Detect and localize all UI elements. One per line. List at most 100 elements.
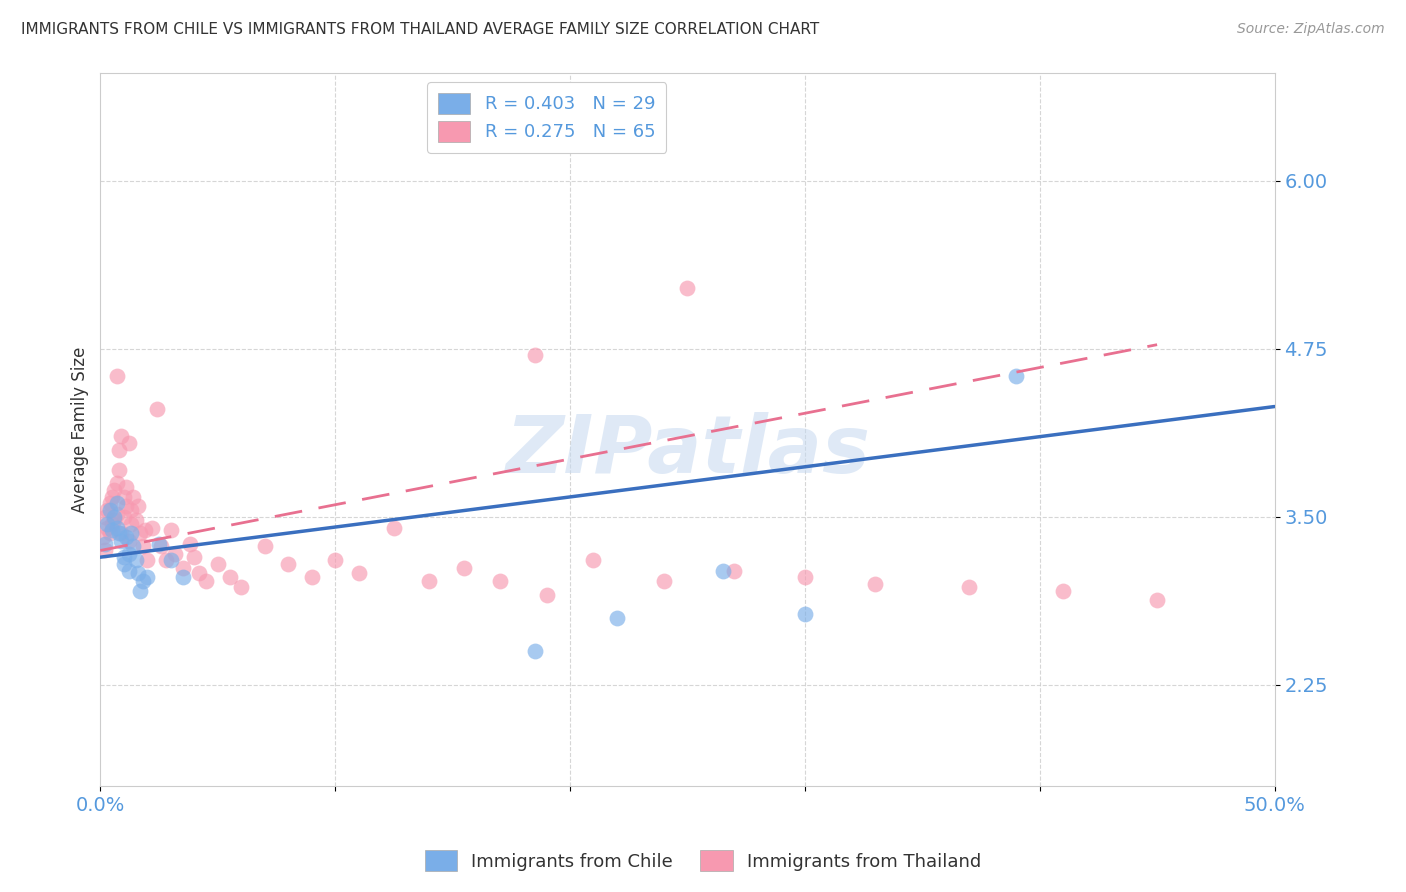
Point [231, 580, 253, 594]
Point [91, 530, 114, 544]
Point [98, 496, 121, 510]
Point [98, 503, 121, 517]
Point [582, 553, 605, 567]
Point [141, 520, 163, 534]
Point [136, 570, 159, 584]
Legend: Immigrants from Chile, Immigrants from Thailand: Immigrants from Chile, Immigrants from T… [418, 843, 988, 879]
Point [488, 574, 510, 589]
Point [105, 368, 128, 383]
Y-axis label: Average Family Size: Average Family Size [72, 346, 89, 513]
Point [195, 574, 218, 589]
Point [523, 348, 546, 362]
Point [957, 580, 980, 594]
Point [523, 644, 546, 658]
Point [207, 557, 229, 571]
Point [96, 516, 118, 531]
Point [108, 526, 131, 541]
Point [652, 574, 675, 589]
Point [159, 523, 181, 537]
Point [793, 607, 815, 621]
Point [110, 526, 132, 541]
Point [94, 509, 117, 524]
Point [120, 526, 142, 541]
Point [120, 516, 142, 531]
Point [129, 526, 152, 541]
Point [101, 523, 124, 537]
Point [112, 550, 135, 565]
Point [1052, 583, 1074, 598]
Point [94, 537, 117, 551]
Point [131, 540, 153, 554]
Point [183, 550, 205, 565]
Point [108, 442, 131, 457]
Point [676, 281, 699, 295]
Point [117, 534, 139, 549]
Point [1146, 593, 1168, 607]
Text: Source: ZipAtlas.com: Source: ZipAtlas.com [1237, 22, 1385, 37]
Text: IMMIGRANTS FROM CHILE VS IMMIGRANTS FROM THAILAND AVERAGE FAMILY SIZE CORRELATIO: IMMIGRANTS FROM CHILE VS IMMIGRANTS FROM… [21, 22, 820, 37]
Point [110, 534, 132, 549]
Point [127, 499, 149, 513]
Point [112, 509, 135, 524]
Point [117, 548, 139, 562]
Point [96, 503, 118, 517]
Point [301, 570, 323, 584]
Point [711, 564, 734, 578]
Point [105, 520, 128, 534]
Point [323, 553, 346, 567]
Point [110, 429, 132, 443]
Point [159, 553, 181, 567]
Point [101, 490, 124, 504]
Point [382, 520, 405, 534]
Point [127, 566, 149, 581]
Point [124, 512, 146, 526]
Point [112, 557, 135, 571]
Point [112, 490, 135, 504]
Point [347, 566, 370, 581]
Point [277, 557, 299, 571]
Point [179, 537, 201, 551]
Point [101, 516, 124, 531]
Point [145, 402, 167, 417]
Point [165, 548, 187, 562]
Text: ZIPatlas: ZIPatlas [505, 412, 870, 490]
Point [103, 483, 125, 497]
Point [418, 574, 440, 589]
Point [188, 566, 211, 581]
Point [96, 520, 118, 534]
Point [536, 588, 558, 602]
Point [253, 540, 276, 554]
Point [115, 480, 138, 494]
Point [131, 574, 153, 589]
Point [115, 499, 138, 513]
Point [1005, 368, 1028, 383]
Point [98, 526, 121, 541]
Point [148, 537, 170, 551]
Point [108, 463, 131, 477]
Point [122, 490, 145, 504]
Point [117, 564, 139, 578]
Point [150, 540, 173, 554]
Point [117, 435, 139, 450]
Point [129, 583, 152, 598]
Point [172, 570, 194, 584]
Point [105, 496, 128, 510]
Point [218, 570, 240, 584]
Point [94, 543, 117, 558]
Point [122, 540, 145, 554]
Legend: R = 0.403   N = 29, R = 0.275   N = 65: R = 0.403 N = 29, R = 0.275 N = 65 [427, 82, 666, 153]
Point [723, 564, 745, 578]
Point [124, 553, 146, 567]
Point [136, 553, 159, 567]
Point [865, 577, 887, 591]
Point [103, 509, 125, 524]
Point [115, 530, 138, 544]
Point [120, 503, 142, 517]
Point [105, 476, 128, 491]
Point [793, 570, 815, 584]
Point [606, 611, 628, 625]
Point [172, 561, 194, 575]
Point [453, 561, 475, 575]
Point [105, 507, 128, 521]
Point [134, 523, 156, 537]
